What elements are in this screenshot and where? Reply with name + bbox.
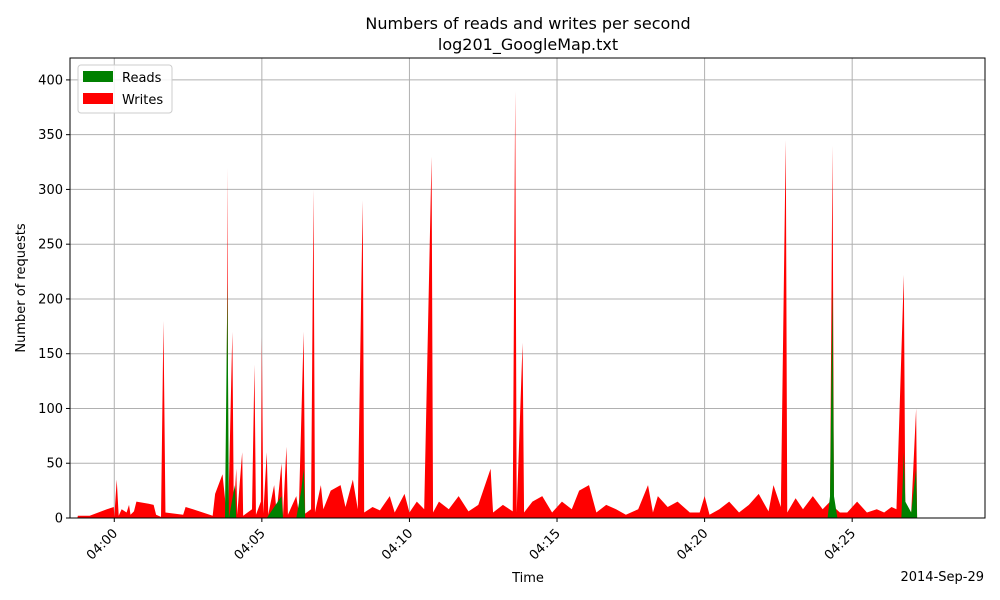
- y-tick-label: 250: [38, 238, 63, 253]
- y-tick-label: 300: [38, 183, 63, 198]
- chart-title: Numbers of reads and writes per second: [365, 14, 690, 33]
- y-tick-label: 50: [46, 457, 63, 472]
- series-areas: [77, 90, 918, 519]
- x-tick-label: 04:00: [84, 526, 121, 563]
- y-tick-label: 0: [55, 512, 63, 527]
- series-area-reads: [77, 282, 918, 518]
- y-tick-label: 400: [38, 73, 63, 88]
- y-axis-label: Number of requests: [14, 223, 29, 352]
- plot-frame: [69, 57, 986, 519]
- legend-swatch-reads: [83, 71, 113, 82]
- y-tick-label: 100: [38, 402, 63, 417]
- legend-label-reads: Reads: [122, 71, 162, 86]
- grid-lines: [70, 58, 985, 519]
- x-ticks: 04:00 04:05 04:10 04:15 04:20 04:25: [84, 518, 859, 563]
- y-tick-label: 200: [38, 292, 63, 307]
- legend-swatch-writes: [83, 93, 113, 104]
- y-ticks: 0 50 100 150 200 250 300 350 400: [38, 73, 70, 527]
- date-label: 2014-Sep-29: [900, 570, 984, 585]
- x-tick-label: 04:25: [822, 526, 859, 563]
- legend-label-writes: Writes: [122, 93, 163, 108]
- legend: Reads Writes: [77, 64, 173, 114]
- x-tick-label: 04:10: [379, 526, 416, 563]
- axes: [69, 57, 986, 519]
- y-tick-label: 150: [38, 347, 63, 362]
- x-tick-label: 04:05: [232, 526, 269, 563]
- x-axis-label: Time: [511, 571, 544, 586]
- x-tick-label: 04:15: [527, 526, 564, 563]
- y-tick-label: 350: [38, 128, 63, 143]
- x-tick-label: 04:20: [674, 526, 711, 563]
- chart-subtitle: log201_GoogleMap.txt: [438, 35, 618, 55]
- series-area-writes: [77, 90, 918, 519]
